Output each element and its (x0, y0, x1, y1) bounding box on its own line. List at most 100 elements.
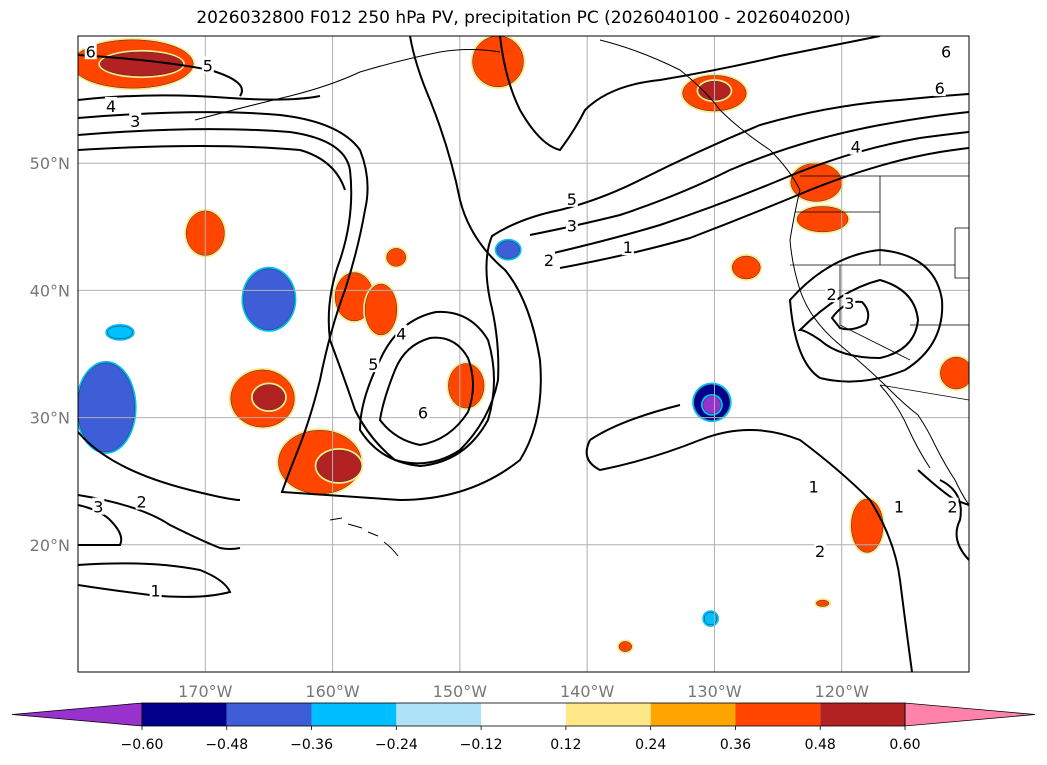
precip-positive-region (816, 599, 830, 607)
pv-contour-1-east (585, 429, 913, 672)
contour-label: 5 (203, 56, 213, 75)
pv-contour-line (589, 404, 681, 441)
contour-label: 2 (137, 493, 147, 512)
colorbar-tick-label: 0.60 (889, 737, 920, 753)
contour-label: 2 (815, 542, 825, 561)
x-tick-label: 140°W (560, 682, 615, 701)
contour-label: 1 (151, 582, 161, 601)
contour-label-bg (565, 216, 578, 234)
aleutian-coastline (194, 49, 501, 121)
contour-label-bg (416, 403, 429, 421)
colorbar-segment (396, 703, 482, 726)
contour-label-bg (849, 137, 862, 155)
y-tick-label: 50°N (30, 154, 70, 173)
contour-label: 6 (86, 42, 96, 61)
pv-contour-line (78, 94, 321, 101)
colorbar-tick-label: −0.24 (375, 737, 418, 753)
pv-contour-north (499, 36, 881, 152)
colorbar: −0.60 −0.48 −0.36 −0.24 −0.12 0.12 0.24 0.36 0.4… (11, 702, 1036, 753)
contour-label-bg (395, 324, 408, 342)
pv-contour-line (78, 431, 241, 501)
pv-contour-layer (78, 36, 969, 672)
x-tick-label: 150°W (433, 682, 488, 701)
contour-label-bg (807, 477, 820, 495)
state-borders-north (790, 176, 969, 279)
precip-positive-region (940, 356, 969, 390)
contour-label-bg (149, 581, 162, 599)
colorbar-extend-high (904, 702, 1036, 727)
y-axis-ticks: 20°N 30°N 40°N 50°N (30, 154, 70, 555)
colorbar-tick-label: 0.48 (805, 737, 836, 753)
precip-negative-region (78, 362, 135, 453)
precip-negative-region (107, 325, 133, 339)
precip-positive-region (796, 206, 849, 233)
contour-label: 1 (809, 477, 819, 496)
colorbar-segment (735, 703, 821, 726)
pv-contour-1-south (78, 562, 232, 598)
colorbar-tick-label: 0.36 (720, 737, 751, 753)
colorbar-segment (311, 703, 397, 726)
map-background (78, 36, 969, 672)
contour-label-bg (367, 355, 380, 373)
pv-contour-5 (559, 147, 969, 269)
pv-contour-high-2 (797, 278, 920, 360)
colorbar-segment (820, 703, 905, 726)
precip-negative-region (702, 395, 722, 415)
precip-negative-region (243, 268, 295, 331)
pv-contour-core-5 (358, 310, 495, 468)
colorbar-segment (142, 703, 227, 726)
contour-label: 4 (396, 325, 406, 344)
precip-positive-region (618, 641, 632, 652)
precip-positive-region (386, 248, 407, 267)
precip-positive-region (316, 449, 362, 483)
pv-contour-line (78, 54, 243, 97)
pv-contour-high-1 (788, 248, 944, 383)
x-tick-label: 170°W (178, 682, 233, 701)
baja-gulf-coastline (879, 384, 931, 469)
pv-contour-core-6 (378, 336, 474, 447)
contour-label: 3 (93, 498, 103, 517)
y-tick-label: 30°N (30, 409, 70, 428)
contour-label-bg (825, 285, 838, 303)
contour-label-bg (565, 189, 578, 207)
colorbar-extend-low (11, 702, 143, 727)
colorbar-frame (141, 702, 906, 727)
precip-shading-layer (78, 36, 969, 654)
precip-positive-region (448, 363, 485, 409)
precip-negative-region (496, 240, 520, 259)
contour-label-bg (946, 497, 959, 515)
pv-contour-2 (78, 36, 542, 502)
chart-title: 2026032800 F012 250 hPa PV, precipitatio… (196, 8, 851, 28)
pv-contour-2-south (78, 494, 241, 550)
precip-positive-region (364, 283, 398, 336)
precip-positive-region (252, 384, 286, 411)
colorbar-tick-label: −0.60 (121, 737, 164, 753)
colorbar-segment (650, 703, 736, 726)
colorbar-tick-label: −0.36 (290, 737, 333, 753)
precip-positive-region (472, 36, 524, 88)
hawaii-coastline (329, 517, 399, 557)
contour-label: 4 (106, 97, 116, 116)
contour-label-bg (92, 497, 105, 515)
contour-label: 6 (941, 42, 951, 61)
contour-label-bg (129, 112, 142, 130)
contour-label-bg (843, 294, 856, 312)
colorbar-segment (481, 703, 566, 726)
y-tick-label: 20°N (30, 536, 70, 555)
pv-contour-3 (78, 111, 969, 236)
contour-label: 2 (544, 251, 554, 270)
contour-label-bg (892, 497, 905, 515)
contour-label-bg (542, 250, 555, 268)
precip-negative-region (703, 611, 718, 626)
contour-label: 5 (567, 190, 577, 209)
contour-label: 6 (935, 79, 945, 98)
contour-label-bg (933, 79, 946, 97)
contour-label-bg (940, 42, 953, 60)
y-tick-label: 40°N (30, 281, 70, 300)
contour-label: 2 (947, 498, 957, 517)
pv-contour-1 (78, 93, 969, 465)
colorbar-tick-label: 0.12 (550, 737, 581, 753)
contour-label: 1 (894, 498, 904, 517)
